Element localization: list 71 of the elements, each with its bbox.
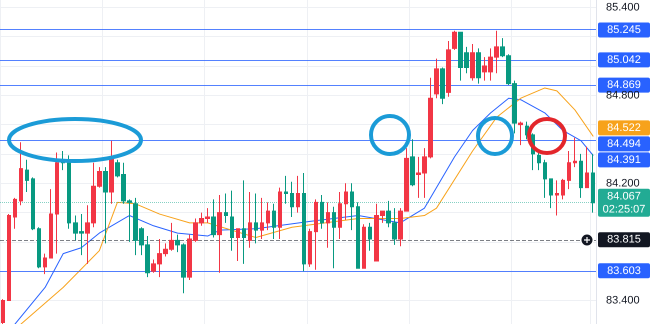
- candlestick: [103, 166, 108, 244]
- candlestick: [434, 58, 439, 99]
- candlestick: [290, 181, 294, 218]
- y-tick-label: 85.400: [606, 1, 640, 14]
- candlestick: [518, 121, 523, 146]
- candlestick: [1, 298, 5, 324]
- candlestick: [224, 193, 228, 224]
- candlestick: [278, 187, 282, 240]
- y-tick-label: 84.200: [606, 177, 640, 190]
- candlestick: [236, 228, 240, 262]
- candlestick: [332, 206, 336, 269]
- candlestick: [579, 153, 583, 198]
- ref-line-label: 84.494: [607, 138, 641, 150]
- candlestick: [470, 43, 475, 82]
- ref-line-label: 83.815: [607, 234, 641, 246]
- y-tick-label: 83.400: [606, 294, 640, 307]
- ref-line-label: 85.245: [607, 24, 641, 36]
- candlestick: [211, 198, 216, 238]
- data-label: 84.391: [607, 154, 641, 166]
- data-label: 84.522: [607, 122, 641, 134]
- candlestick: [356, 202, 360, 269]
- candlestick: [19, 142, 23, 206]
- candlestick: [543, 159, 547, 198]
- candlestick: [31, 176, 35, 231]
- candlestick: [272, 203, 276, 240]
- candlestick: [344, 182, 348, 220]
- candlestick: [537, 150, 541, 171]
- candlestick: [362, 224, 366, 269]
- candlestick: [302, 172, 306, 272]
- candlestick: [476, 48, 481, 84]
- candlestick: [585, 146, 589, 188]
- candlestick: [549, 178, 553, 209]
- candlestick: [43, 253, 47, 275]
- ref-line-label: 84.067 02:25:07: [602, 190, 646, 216]
- candlestick: [308, 228, 312, 268]
- candlestick: [320, 194, 324, 230]
- ref-line-label: 83.603: [607, 264, 641, 277]
- candlestick: [67, 154, 71, 230]
- candlestick: [25, 159, 29, 193]
- candlestick: [446, 40, 451, 98]
- candlestick: [217, 194, 222, 274]
- candlestick: [567, 150, 571, 190]
- candlestick: [573, 137, 577, 168]
- candlestick: [314, 198, 318, 270]
- y-tick-label: 84.800: [606, 89, 640, 102]
- candlestick: [368, 222, 372, 252]
- candlestick: [49, 188, 53, 259]
- candlestick: [230, 190, 234, 252]
- candlestick: [296, 175, 300, 214]
- candlestick: [37, 226, 41, 269]
- candlestick: [13, 197, 17, 230]
- candlestick: [266, 202, 270, 231]
- candlestick: [254, 193, 258, 244]
- candlestick: [591, 153, 595, 214]
- candlestick: [326, 202, 330, 248]
- candlestick: [555, 180, 559, 216]
- candlestick: [410, 138, 415, 187]
- candlestick: [452, 30, 457, 50]
- candlestick: [248, 192, 252, 248]
- candlestick: [260, 197, 264, 240]
- candlestick: [109, 140, 114, 204]
- candlestick: [350, 182, 354, 231]
- candlestick: [55, 152, 59, 254]
- ref-line-label: 85.042: [607, 54, 641, 66]
- candlestick: [561, 178, 565, 200]
- candlestick: [440, 66, 445, 105]
- ref-line-label: 84.869: [607, 79, 641, 92]
- candlestick: [7, 214, 11, 302]
- candlestick: [338, 192, 342, 240]
- candlestick: [284, 175, 288, 204]
- candlestick: [242, 180, 246, 264]
